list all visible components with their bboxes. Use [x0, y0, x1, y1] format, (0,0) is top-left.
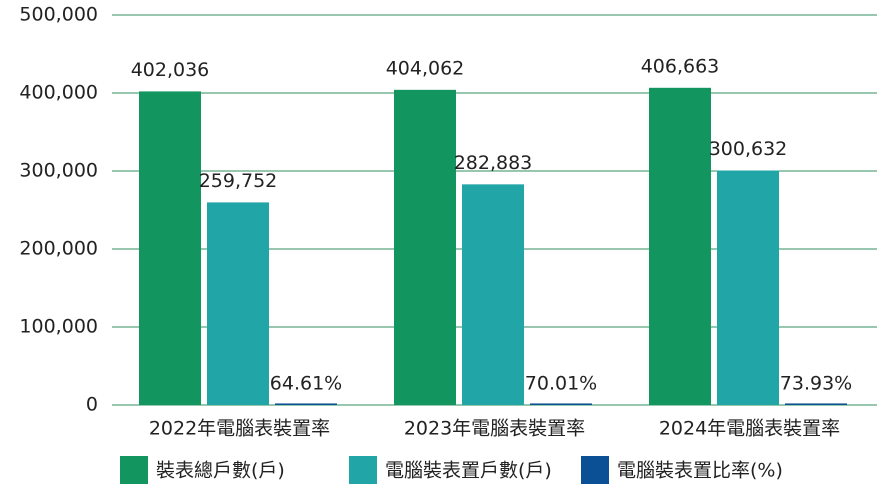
legend-label: 電腦裝表置比率(%): [617, 460, 783, 482]
value-label: 259,752: [199, 170, 278, 192]
y-tick-label: 400,000: [19, 82, 98, 104]
x-tick-label: 2023年電腦表裝置率: [404, 418, 585, 440]
x-tick-label: 2024年電腦表裝置率: [659, 418, 840, 440]
legend-swatch: [349, 456, 377, 484]
bar: [530, 403, 592, 405]
y-tick-label: 100,000: [19, 316, 98, 338]
legend-swatch: [581, 456, 609, 484]
legend-label: 電腦裝表置戶數(戶): [385, 460, 552, 482]
value-label: 402,036: [131, 59, 210, 81]
bar: [717, 170, 779, 405]
value-label: 64.61%: [270, 372, 342, 394]
value-label: 282,883: [454, 152, 533, 174]
bar: [785, 403, 847, 405]
y-tick-label: 300,000: [19, 160, 98, 182]
bar: [275, 403, 337, 405]
bar: [207, 202, 269, 405]
bar: [139, 91, 201, 405]
x-tick-label: 2022年電腦表裝置率: [149, 418, 330, 440]
y-tick-label: 500,000: [19, 4, 98, 26]
y-tick-label: 0: [86, 394, 98, 416]
value-label: 70.01%: [525, 372, 597, 394]
value-label: 406,663: [641, 55, 720, 77]
bar: [462, 184, 524, 405]
value-label: 300,632: [709, 138, 788, 160]
value-label: 73.93%: [780, 372, 852, 394]
value-label: 404,062: [386, 57, 465, 79]
bar: [649, 87, 711, 405]
bar: [394, 89, 456, 406]
y-tick-label: 200,000: [19, 238, 98, 260]
legend-label: 裝表總戶數(戶): [156, 460, 285, 482]
legend-swatch: [120, 456, 148, 484]
